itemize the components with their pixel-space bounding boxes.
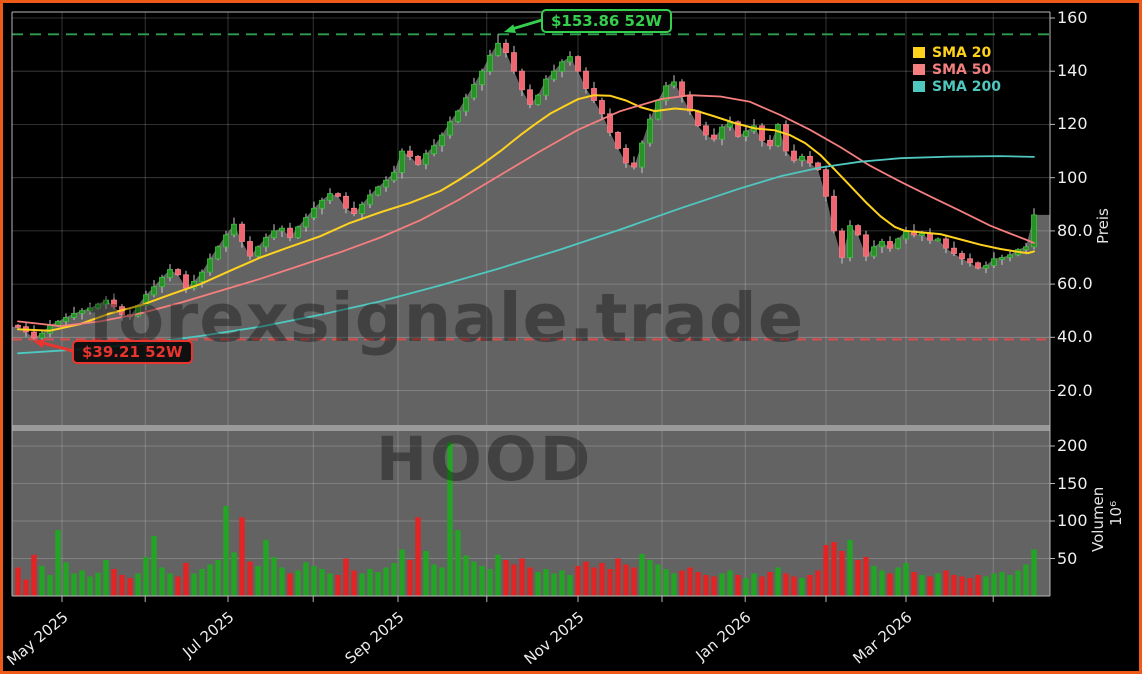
volume-tick-label: 150 xyxy=(1057,473,1088,493)
legend-item: SMA 20 xyxy=(913,44,1001,61)
candles xyxy=(15,34,1037,344)
high-52w-annotation: $153.86 52W xyxy=(541,9,672,33)
price-tick-label: 160 xyxy=(1057,8,1088,27)
price-tick-label: 80.0 xyxy=(1057,220,1093,240)
volume-tick-label: 200 xyxy=(1057,436,1088,455)
price-tick-label: 140 xyxy=(1057,61,1088,81)
legend-label: SMA 50 xyxy=(932,61,992,78)
legend-label: SMA 20 xyxy=(932,44,992,61)
price-tick-label: 20.0 xyxy=(1057,380,1093,400)
volume-tick-label: 100 xyxy=(1057,511,1088,530)
volume-tick-label: 50 xyxy=(1057,548,1078,568)
legend-swatch xyxy=(913,81,925,92)
legend-swatch xyxy=(913,64,925,75)
price-tick-label: 40.0 xyxy=(1057,327,1093,347)
legend-item: SMA 50 xyxy=(913,61,1001,78)
low-52w-annotation: $39.21 52W xyxy=(72,340,193,364)
legend-swatch xyxy=(913,47,925,58)
volume-bars xyxy=(15,442,1037,597)
price-tick-label: 100 xyxy=(1057,167,1088,187)
volume-axis-exponent: 10⁶ xyxy=(1107,500,1125,526)
sma-legend: SMA 20 SMA 50 SMA 200 xyxy=(913,44,1001,95)
volume-axis-title: Volumen xyxy=(1089,486,1107,552)
price-tick-label: 120 xyxy=(1057,114,1088,134)
price-tick-label: 60.0 xyxy=(1057,274,1093,294)
legend-label: SMA 200 xyxy=(932,78,1001,95)
price-axis-title: Preis xyxy=(1094,208,1112,244)
legend-item: SMA 200 xyxy=(913,78,1001,95)
